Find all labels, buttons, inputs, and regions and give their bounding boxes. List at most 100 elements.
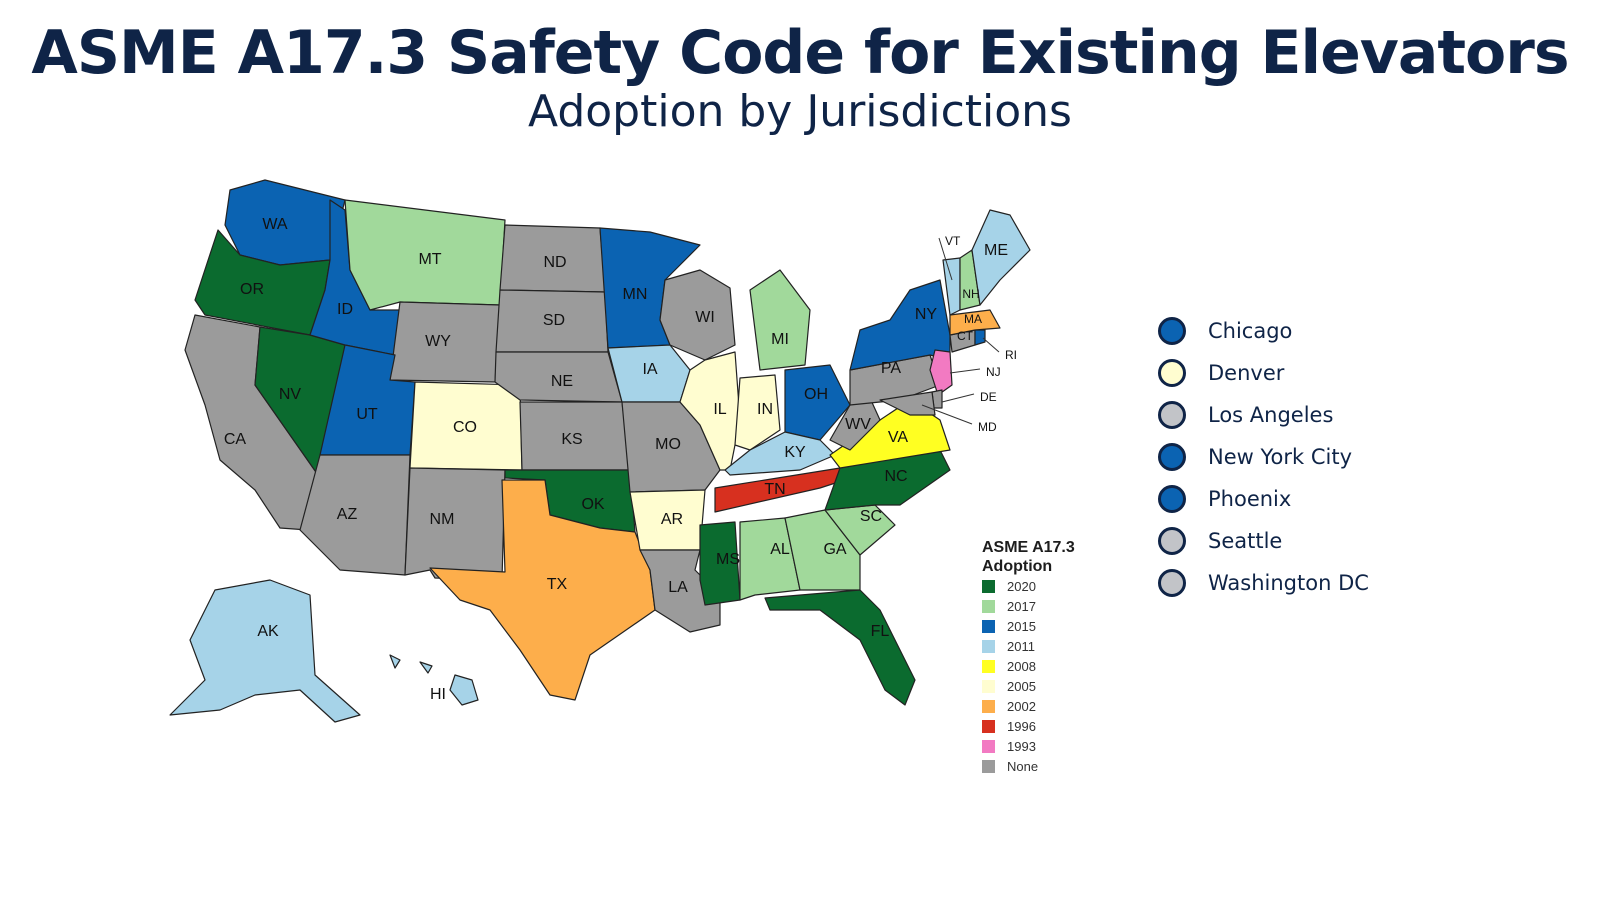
state-label-ky: KY: [784, 444, 806, 461]
adoption-legend-item: 1996: [982, 716, 1142, 736]
city-legend: Chicago Denver Los Angeles New York City Pho…: [1158, 310, 1369, 604]
state-ms: [699, 521, 741, 606]
city-name: Los Angeles: [1208, 403, 1334, 427]
state-label-tx: TX: [547, 576, 568, 593]
city-name: Chicago: [1208, 319, 1293, 343]
state-label-mo: MO: [655, 436, 681, 453]
state-label-sd: SD: [543, 312, 565, 329]
state-vt: [942, 257, 961, 316]
state-label-ga: GA: [823, 541, 846, 558]
state-label-nm: NM: [430, 511, 455, 528]
state-oh: [784, 364, 851, 441]
city-legend-item: Phoenix: [1158, 478, 1369, 520]
legend-swatch: [982, 619, 995, 633]
state-label-id: ID: [337, 301, 353, 318]
legend-label: 2002: [1007, 698, 1036, 714]
city-dot: [1158, 569, 1186, 597]
adoption-legend-item: 2002: [982, 696, 1142, 716]
adoption-legend-item: 2005: [982, 676, 1142, 696]
state-label-ne: NE: [551, 373, 573, 390]
us-map: WA OR CA NV ID MT WY UT CO AZ NM ND SD NE KS OK TX MN IA MO…: [160, 170, 1110, 770]
state-md: [879, 391, 936, 416]
state-label-de: DE: [980, 390, 997, 404]
state-label-md: MD: [978, 420, 997, 434]
state-fl: [764, 589, 916, 706]
leader-line-md: [921, 404, 973, 425]
state-label-nh: NH: [962, 287, 979, 301]
legend-label: 2005: [1007, 678, 1036, 694]
page-subtitle: Adoption by Jurisdictions: [528, 86, 1072, 137]
state-label-nd: ND: [543, 254, 566, 271]
city-name: Washington DC: [1208, 571, 1369, 595]
state-ri: [974, 329, 986, 346]
state-label-ar: AR: [661, 511, 683, 528]
state-label-nc: NC: [884, 468, 907, 485]
state-label-ca: CA: [224, 431, 247, 448]
legend-swatch: [982, 599, 995, 613]
state-nj: [929, 349, 953, 396]
state-label-wi: WI: [695, 309, 715, 326]
state-label-fl: FL: [871, 623, 890, 640]
state-label-ks: KS: [561, 431, 582, 448]
state-label-nj: NJ: [986, 365, 1001, 379]
state-ma: [949, 309, 1001, 336]
state-al: [739, 517, 801, 601]
state-label-hi: HI: [430, 686, 446, 703]
city-dot: [1158, 401, 1186, 429]
city-legend-item: Washington DC: [1158, 562, 1369, 604]
state-label-tn: TN: [764, 481, 785, 498]
state-la: [639, 549, 721, 633]
state-label-mt: MT: [418, 251, 441, 268]
legend-swatch: [982, 639, 995, 653]
state-label-nv: NV: [279, 386, 302, 403]
legend-swatch: [982, 699, 995, 713]
city-legend-item: Seattle: [1158, 520, 1369, 562]
state-label-ri: RI: [1005, 348, 1017, 362]
legend-swatch: [982, 759, 995, 773]
adoption-legend-title: ASME A17.3 Adoption: [982, 539, 1075, 575]
state-label-ny: NY: [915, 306, 938, 323]
legend-swatch: [982, 679, 995, 693]
legend-label: 2017: [1007, 598, 1036, 614]
adoption-legend-item: 2017: [982, 596, 1142, 616]
legend-label: 2015: [1007, 618, 1036, 634]
legend-swatch: [982, 719, 995, 733]
state-label-ma: MA: [964, 312, 982, 326]
adoption-legend: ASME A17.3 Adoption 2020 2017 2015 2011 2008…: [982, 538, 1142, 776]
adoption-legend-item: 2015: [982, 616, 1142, 636]
city-dot: [1158, 485, 1186, 513]
state-mi: [749, 269, 811, 371]
state-label-la: LA: [668, 579, 688, 596]
legend-label: 1993: [1007, 738, 1036, 754]
state-ne: [494, 351, 623, 403]
state-label-sc: SC: [860, 508, 882, 525]
state-label-oh: OH: [804, 386, 828, 403]
state-label-wy: WY: [425, 333, 451, 350]
state-label-ms: MS: [716, 551, 740, 568]
legend-label: 2011: [1007, 638, 1035, 654]
city-dot: [1158, 527, 1186, 555]
legend-swatch: [982, 739, 995, 753]
city-name: Phoenix: [1208, 487, 1292, 511]
page-title: ASME A17.3 Safety Code for Existing Elev…: [31, 18, 1569, 88]
city-legend-item: Los Angeles: [1158, 394, 1369, 436]
state-az: [299, 454, 411, 576]
state-label-vt: VT: [945, 234, 961, 248]
state-label-pa: PA: [881, 360, 901, 377]
state-ak: [169, 579, 361, 723]
state-label-in: IN: [757, 401, 773, 418]
city-legend-item: New York City: [1158, 436, 1369, 478]
adoption-legend-item: 2008: [982, 656, 1142, 676]
state-label-ia: IA: [642, 361, 657, 378]
state-nm: [404, 467, 506, 581]
state-label-ct: CT: [957, 329, 974, 343]
city-name: New York City: [1208, 445, 1352, 469]
adoption-legend-item: 2011: [982, 636, 1142, 656]
state-wi: [659, 269, 736, 361]
city-dot: [1158, 443, 1186, 471]
leader-line-vt: [938, 237, 953, 281]
state-hi: [389, 654, 479, 706]
state-label-co: CO: [453, 419, 477, 436]
city-dot: [1158, 359, 1186, 387]
state-ga: [784, 509, 861, 591]
